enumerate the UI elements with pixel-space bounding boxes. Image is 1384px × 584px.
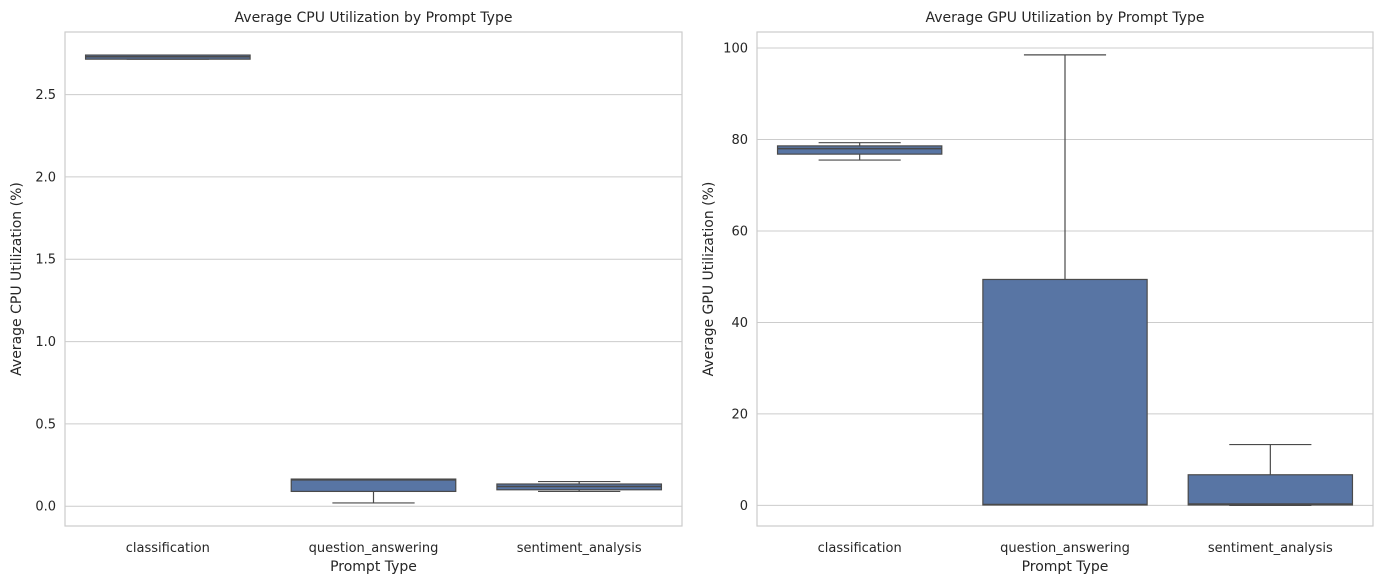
y-tick-label: 1.5: [35, 253, 56, 268]
chart-title: Average GPU Utilization by Prompt Type: [926, 10, 1205, 26]
x-tick-label: classification: [818, 541, 902, 556]
box-sentiment_analysis: [1187, 474, 1354, 506]
plot-frame: [756, 31, 1374, 527]
y-tick-label: 80: [731, 133, 748, 148]
y-tick-label: 60: [731, 224, 748, 239]
y-tick-label: 2.0: [35, 170, 56, 185]
x-tick-label: classification: [126, 541, 210, 556]
y-tick-label: 100: [723, 42, 748, 57]
y-tick-label: 40: [731, 316, 748, 331]
y-tick-label: 0.0: [35, 500, 56, 515]
box-classification: [776, 145, 943, 155]
cpu-utilization-panel: 0.0 0.5 1.0 1.5 2.0 2.5 classification question…: [9, 10, 683, 575]
x-axis-label: Prompt Type: [1022, 559, 1109, 575]
y-tick-label: 20: [731, 407, 748, 422]
y-tick-label: 0.5: [35, 417, 56, 432]
gpu-utilization-panel: 0 20 40 60 80 100 classification question_answe…: [701, 10, 1374, 575]
y-tick-label: 1.0: [35, 335, 56, 350]
chart-title: Average CPU Utilization by Prompt Type: [235, 10, 513, 26]
box-question_answering: [290, 478, 457, 493]
y-axis-label: Average GPU Utilization (%): [701, 182, 717, 377]
box-question_answering: [982, 278, 1148, 506]
x-tick-label: question_answering: [309, 541, 439, 556]
x-tick-label: question_answering: [1000, 541, 1130, 556]
x-axis-label: Prompt Type: [330, 559, 417, 575]
plot-frame: [64, 31, 683, 527]
x-tick-label: sentiment_analysis: [517, 541, 642, 556]
y-tick-label: 2.5: [35, 88, 56, 103]
y-tick-label: 0: [740, 499, 748, 514]
x-tick-label: sentiment_analysis: [1208, 541, 1333, 556]
y-axis-label: Average CPU Utilization (%): [9, 182, 25, 376]
